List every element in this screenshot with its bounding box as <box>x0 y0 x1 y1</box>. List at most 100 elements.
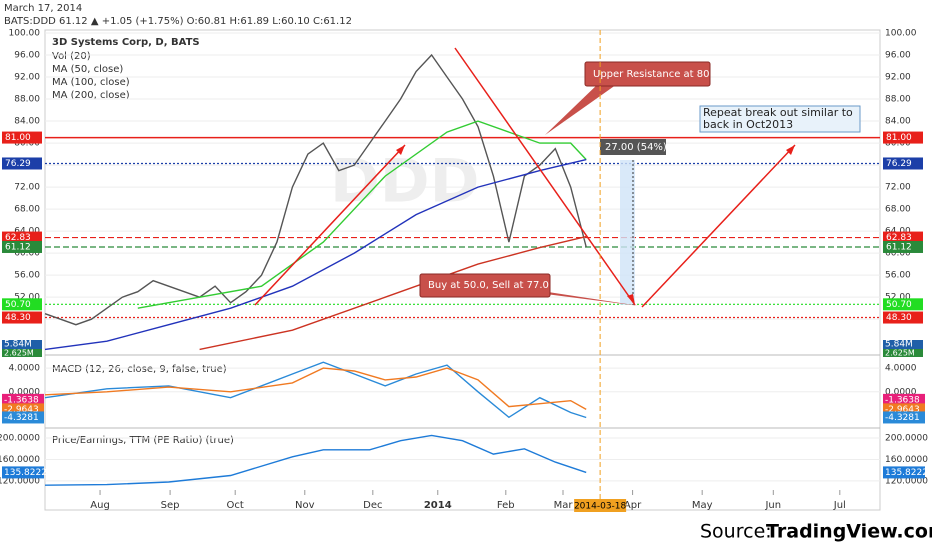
x-tick-label: Jun <box>764 500 781 511</box>
y-tick-label: 68.00 <box>885 205 911 215</box>
level-label: 50.70 <box>5 300 31 310</box>
level-box <box>883 240 923 253</box>
level-label: 61.12 <box>886 242 912 252</box>
x-tick-label: Nov <box>295 500 315 511</box>
y-tick-label: 80.00 <box>885 139 911 149</box>
y-tick-label: 92.00 <box>14 73 40 83</box>
y-tick-label: 4.0000 <box>9 364 41 374</box>
y-tick-label: 72.00 <box>885 183 911 193</box>
volume-label: 5.84M <box>885 340 913 350</box>
level-label: 62.83 <box>5 233 31 243</box>
value-label: 135.8222 <box>4 468 47 478</box>
y-tick-label: 72.00 <box>14 183 40 193</box>
legend-item: MA (200, close) <box>52 90 130 101</box>
annotation: Upper Resistance at 80 <box>593 69 709 80</box>
annotation-box <box>584 61 711 87</box>
level-box <box>2 311 42 324</box>
callout <box>545 82 620 135</box>
value-label: -4.3281 <box>4 413 39 423</box>
x-tick-label: Mar <box>554 500 574 511</box>
y-tick-label: 0.0000 <box>9 387 41 397</box>
volume-box <box>2 340 42 349</box>
value-box <box>2 393 44 406</box>
value-label: 135.8222 <box>885 468 928 478</box>
date-label: 2014-03-18 <box>574 502 627 512</box>
level-label: 81.00 <box>5 133 31 143</box>
arrow <box>254 144 406 306</box>
arrow <box>454 47 636 306</box>
annotation: 27.00 (54%) <box>605 142 667 153</box>
level-box <box>883 157 923 170</box>
y-tick-label: 60.00 <box>885 249 911 259</box>
y-tick-label: 160.0000 <box>0 455 40 465</box>
date-box <box>574 499 627 512</box>
volume-box <box>2 349 42 357</box>
x-tick-label: Feb <box>497 500 515 511</box>
y-tick-label: 80.00 <box>14 139 40 149</box>
series-line <box>137 120 587 309</box>
value-box <box>883 411 925 424</box>
level-label: 62.83 <box>886 233 912 243</box>
pane-title: 3D Systems Corp, D, BATS <box>52 37 200 48</box>
value-label: -2.9643 <box>4 405 39 415</box>
y-tick-label: 56.00 <box>14 271 40 281</box>
x-tick-label: May <box>692 500 713 511</box>
y-tick-label: 200.0000 <box>885 434 928 444</box>
legend-item: Vol (20) <box>52 51 91 62</box>
level-box <box>883 298 923 311</box>
level-label: 76.29 <box>886 159 912 169</box>
annotation: Repeat break out similar to back in Oct2… <box>703 106 853 131</box>
level-label: 48.30 <box>886 313 912 323</box>
volume-label: 2.625M <box>4 349 34 358</box>
level-box <box>2 298 42 311</box>
legend-item: MA (50, close) <box>52 64 123 75</box>
watermark: DDD <box>330 147 479 217</box>
x-tick-label: Sep <box>161 500 180 511</box>
level-label: 76.29 <box>5 159 31 169</box>
arrow-head <box>627 294 635 305</box>
y-tick-label: 120.0000 <box>0 476 40 486</box>
y-tick-label: 100.00 <box>885 29 917 39</box>
volume-label: 2.625M <box>885 349 915 358</box>
value-box <box>2 466 44 479</box>
level-label: 61.12 <box>5 242 31 252</box>
y-tick-label: 88.00 <box>14 95 40 105</box>
y-tick-label: 160.0000 <box>885 455 928 465</box>
y-tick-label: 100.00 <box>9 29 41 39</box>
range-box <box>620 160 635 305</box>
value-label: -2.9643 <box>885 405 920 415</box>
value-box <box>883 393 925 406</box>
value-label: -4.3281 <box>885 413 920 423</box>
level-box <box>883 231 923 244</box>
value-label: -1.3638 <box>4 395 39 405</box>
arrow-head <box>786 145 795 155</box>
volume-label: 5.84M <box>4 340 32 350</box>
value-label: -1.3638 <box>885 395 920 405</box>
source: TradingView.com <box>766 521 932 543</box>
annotation-box <box>600 139 666 155</box>
level-label: 81.00 <box>886 133 912 143</box>
annotation: Buy at 50.0, Sell at 77.0 <box>428 280 549 291</box>
level-label: 50.70 <box>886 300 912 310</box>
y-tick-label: 52.00 <box>885 293 911 303</box>
level-box <box>883 311 923 324</box>
y-tick-label: 0.0000 <box>885 387 917 397</box>
value-box <box>883 466 925 479</box>
volume-box <box>883 349 923 357</box>
x-tick-label: 2014 <box>424 500 452 511</box>
callout <box>530 292 640 306</box>
pane-title: MACD (12, 26, close, 9, false, true) <box>52 364 227 375</box>
legend-item: MA (100, close) <box>52 77 130 88</box>
y-tick-label: 4.0000 <box>885 364 917 374</box>
quote: BATS:DDD 61.12 ▲ +1.05 (+1.75%) O:60.81 … <box>4 16 352 27</box>
level-box <box>2 240 42 253</box>
y-tick-label: 84.00 <box>14 117 40 127</box>
y-tick-label: 92.00 <box>885 73 911 83</box>
y-tick-label: 56.00 <box>885 271 911 281</box>
annotation-wrap: Repeat break out similar to back in Oct2… <box>703 106 853 131</box>
arrow-head <box>396 145 405 155</box>
date: March 17, 2014 <box>4 3 82 14</box>
arrow <box>641 144 796 308</box>
x-tick-label: Aug <box>90 500 110 511</box>
level-box <box>2 231 42 244</box>
